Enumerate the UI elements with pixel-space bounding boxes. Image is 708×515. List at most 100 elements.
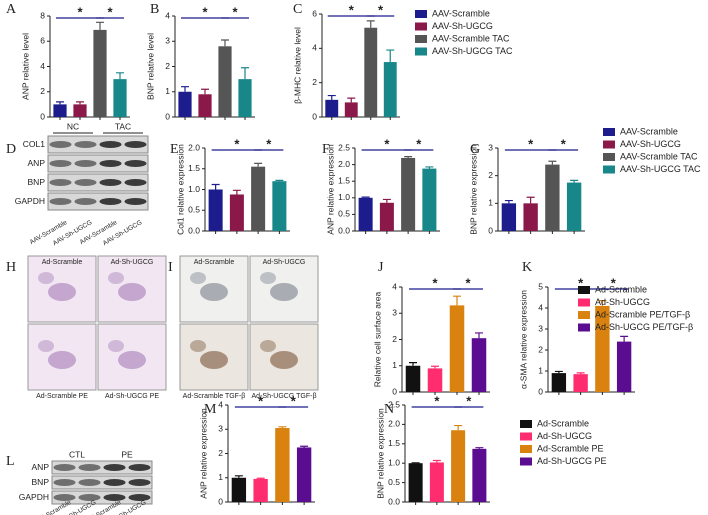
bar	[551, 373, 567, 392]
y-tick-label: 1	[488, 198, 493, 208]
legend-label: AAV-Sh-UGCG TAC	[620, 164, 701, 174]
y-tick-label: 2	[40, 86, 45, 96]
y-tick-label: 4	[392, 281, 397, 291]
blot-band	[124, 141, 147, 148]
panel-letter: C	[293, 2, 302, 17]
significance-star: *	[234, 136, 240, 151]
cell	[38, 340, 54, 352]
y-tick-label: 4	[218, 399, 223, 409]
row-label: ANP	[32, 462, 50, 472]
blot-band	[124, 179, 147, 186]
y-tick-label: 1.5	[338, 175, 350, 185]
error-bar	[454, 424, 463, 431]
y-tick-label: 4	[312, 43, 317, 53]
y-tick-label: 0	[538, 386, 543, 396]
error-bar	[221, 39, 229, 47]
cell	[108, 340, 124, 352]
y-tick-label: 1.0	[188, 184, 200, 194]
error-bar	[526, 196, 535, 204]
bar	[401, 157, 416, 231]
error-bar	[598, 300, 607, 306]
y-tick-label: 2	[392, 334, 397, 344]
error-bar	[181, 86, 189, 92]
significance-star: *	[561, 136, 567, 151]
significance-star: *	[611, 275, 617, 290]
y-tick-label: 2	[165, 61, 170, 71]
legend-label: Ad-Scramble	[537, 418, 589, 428]
bar	[364, 27, 378, 117]
y-tick-label: 4	[538, 302, 543, 312]
blot-band	[49, 160, 72, 167]
row-label: BNP	[28, 177, 46, 187]
y-tick-label: 0	[488, 225, 493, 235]
blot-band	[74, 198, 97, 205]
significance-star: *	[578, 275, 584, 290]
legend-swatch	[603, 140, 615, 149]
y-tick-label: 2	[538, 344, 543, 354]
row-label: GAPDH	[19, 492, 49, 502]
legend-swatch	[578, 298, 590, 307]
group-label: NC	[67, 121, 79, 131]
cell	[270, 283, 298, 301]
error-bar	[425, 166, 434, 169]
cell	[190, 272, 206, 284]
y-tick-label: 4	[40, 61, 45, 71]
legend-label: AAV-Scramble	[432, 8, 490, 18]
panel-letter: K	[522, 260, 532, 275]
legend-swatch	[520, 457, 532, 466]
blot-band	[78, 494, 101, 501]
error-bar	[256, 477, 265, 479]
y-tick-label: 3	[218, 424, 223, 434]
legend-label: AAV-Sh-UGCG TAC	[432, 46, 513, 56]
bar	[427, 368, 443, 392]
group-label: CTL	[69, 449, 85, 459]
panel-letter: B	[150, 2, 159, 17]
y-tick-label: 0.5	[338, 209, 350, 219]
bar	[501, 203, 517, 231]
y-tick-label: 0.0	[388, 496, 400, 506]
bar	[471, 338, 487, 392]
panel-letter: G	[470, 142, 480, 157]
panel-letter: E	[170, 142, 179, 157]
bar	[218, 46, 232, 117]
y-tick-label: 2.0	[338, 159, 350, 169]
bar	[545, 164, 560, 231]
cell	[260, 272, 276, 284]
legend-swatch	[520, 432, 532, 441]
caption: Ad-Scramble PE	[36, 393, 88, 400]
legend-swatch	[415, 22, 427, 31]
y-tick-label: 1.0	[338, 192, 350, 202]
y-axis-label: ANP relative expression	[198, 408, 208, 499]
cell	[200, 351, 228, 369]
y-tick-label: 2.5	[338, 142, 350, 152]
panel-letter: A	[6, 2, 17, 17]
blot-band	[49, 198, 72, 205]
error-bar	[366, 20, 375, 28]
bar	[53, 104, 67, 117]
y-tick-label: 0	[392, 386, 397, 396]
significance-star: *	[291, 393, 297, 408]
y-axis-label: BNP relative level	[145, 33, 155, 100]
blot-band	[78, 464, 101, 471]
blot-strip	[51, 475, 153, 490]
legend-label: AAV-Scramble TAC	[620, 151, 698, 161]
caption: Ad-Sh-UGCG TGF-β	[252, 393, 317, 400]
blot-strip	[47, 154, 149, 173]
significance-star: *	[77, 4, 83, 19]
bar	[383, 62, 397, 117]
significance-star: *	[465, 275, 471, 290]
panel-letter: J	[378, 260, 384, 275]
legend-swatch	[415, 35, 427, 43]
y-tick-label: 2	[488, 170, 493, 180]
error-bar	[409, 362, 417, 366]
cell	[200, 283, 228, 301]
micrograph	[27, 323, 97, 391]
y-tick-label: 6	[312, 8, 317, 18]
error-bar	[96, 21, 104, 30]
significance-star: *	[416, 136, 422, 151]
blot-band	[128, 479, 151, 486]
panel-letter: N	[384, 402, 394, 417]
y-tick-label: 4	[165, 10, 170, 20]
error-bar	[504, 199, 513, 204]
y-axis-label: Col1 relative expression	[175, 144, 185, 235]
